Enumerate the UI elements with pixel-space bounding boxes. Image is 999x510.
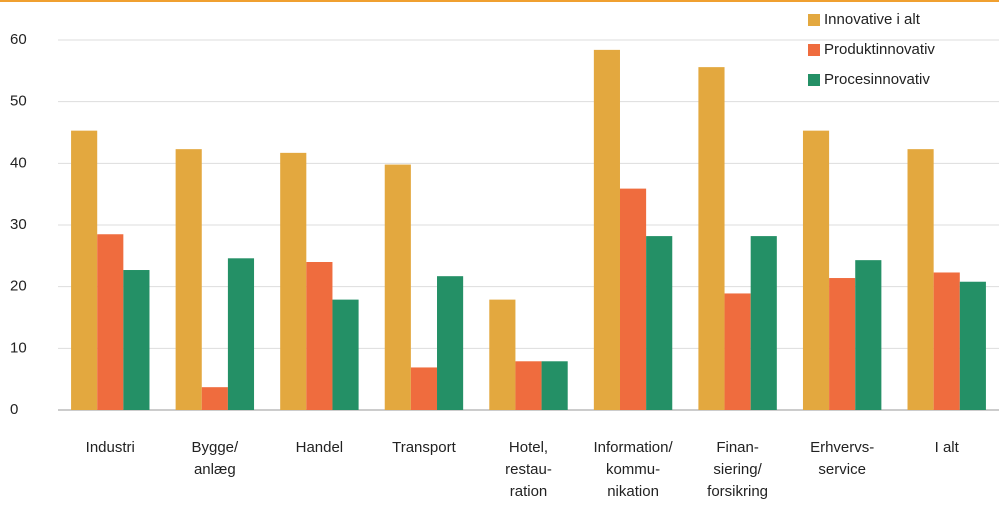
bar: [280, 152, 307, 410]
bar: [750, 236, 777, 410]
bar: [907, 149, 934, 410]
y-tick-label: 60: [10, 31, 27, 48]
y-tick-label: 40: [10, 154, 27, 171]
bar: [437, 276, 464, 410]
y-tick-label: 10: [10, 339, 27, 356]
bar: [855, 260, 882, 410]
x-tick-label: Finan-: [716, 439, 759, 456]
bar: [97, 234, 124, 410]
bar: [71, 130, 98, 410]
legend-label: Produktinnovativ: [824, 41, 935, 58]
bar: [332, 299, 359, 410]
x-tick-label: Hotel,: [509, 439, 548, 456]
legend-label: Innovative i alt: [824, 11, 921, 28]
bar: [802, 130, 830, 410]
x-tick-label: siering/: [713, 461, 762, 478]
bar: [593, 49, 620, 410]
x-tick-label: nikation: [607, 483, 659, 500]
bar: [384, 164, 411, 410]
bar: [175, 149, 202, 410]
x-tick-label: service: [818, 461, 866, 478]
bar: [933, 272, 960, 410]
x-tick-label: restau-: [505, 461, 552, 478]
y-tick-label: 50: [10, 93, 27, 110]
legend-swatch: [808, 44, 820, 56]
y-tick-label: 0: [10, 401, 18, 418]
x-tick-label: kommu-: [606, 461, 660, 478]
x-tick-label: ration: [510, 483, 548, 500]
y-tick-label: 30: [10, 216, 27, 233]
x-tick-label: Industri: [86, 439, 135, 456]
bar: [959, 281, 986, 410]
y-tick-label: 20: [10, 278, 27, 295]
bar: [123, 270, 150, 410]
x-tick-label: Handel: [296, 439, 344, 456]
bar: [541, 361, 568, 410]
bar: [489, 299, 516, 410]
bar: [829, 278, 856, 410]
legend-swatch: [808, 14, 820, 26]
legend-label: Procesinnovativ: [824, 71, 930, 88]
x-tick-label: Transport: [392, 439, 456, 456]
bar: [306, 262, 333, 410]
x-tick-label: Information/: [593, 439, 673, 456]
bar: [724, 293, 751, 410]
x-tick-label: anlæg: [194, 461, 236, 478]
bar: [410, 367, 438, 410]
bar: [619, 188, 647, 410]
x-tick-label: I alt: [935, 439, 960, 456]
bar: [646, 236, 673, 410]
top-rule: [0, 0, 999, 2]
bar: [698, 67, 725, 410]
bar: [201, 387, 228, 410]
x-tick-label: forsikring: [707, 483, 768, 500]
x-tick-label: Erhvervs-: [810, 439, 874, 456]
x-tick-label: Bygge/: [191, 439, 239, 456]
bar: [515, 361, 542, 410]
bar: [227, 258, 255, 410]
legend-swatch: [808, 74, 820, 86]
